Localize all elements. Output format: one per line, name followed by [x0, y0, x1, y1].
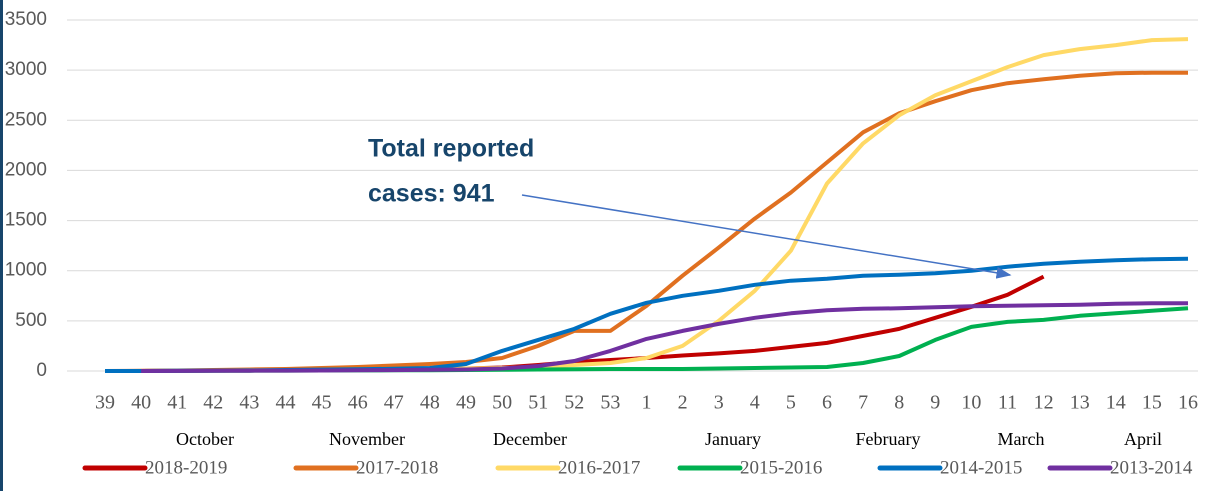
- x-tick-label: 13: [1070, 392, 1090, 414]
- x-tick-label: 1: [642, 392, 652, 414]
- y-tick-label: 3000: [5, 59, 47, 80]
- x-tick-label: 43: [239, 392, 259, 414]
- x-tick-label: 50: [492, 392, 512, 414]
- x-tick-label: 5: [786, 392, 796, 414]
- series-line: [141, 301, 1188, 373]
- x-tick-label: 45: [312, 392, 332, 414]
- x-tick-label: 2: [678, 392, 688, 414]
- frame-edge: [0, 0, 3, 491]
- x-tick-label: 41: [167, 392, 187, 414]
- x-tick-label: 14: [1106, 392, 1126, 414]
- x-tick-label: 44: [276, 392, 296, 414]
- x-tick-label: 10: [961, 392, 981, 414]
- legend-label: 2018-2019: [145, 457, 227, 478]
- x-tick-label: 9: [930, 392, 940, 414]
- legend-label: 2013-2014: [1110, 457, 1193, 478]
- x-tick-label: 51: [528, 392, 548, 414]
- x-tick-label: 6: [822, 392, 832, 414]
- x-tick-label: 16: [1178, 392, 1198, 414]
- x-tick-label: 49: [456, 392, 476, 414]
- legend-label: 2014-2015: [940, 457, 1022, 478]
- annotation: cases: 941: [368, 180, 495, 208]
- annotation-arrow: [521, 194, 1012, 279]
- x-tick-label: 42: [203, 392, 223, 414]
- y-tick-label: 2000: [5, 159, 47, 180]
- y-tick-label: 500: [15, 310, 47, 331]
- y-tick-label: 2500: [5, 109, 47, 130]
- annotation: Total reported: [368, 135, 534, 163]
- x-tick-label: 12: [1034, 392, 1054, 414]
- x-tick-label: 40: [131, 392, 151, 414]
- x-tick-label: 53: [600, 392, 620, 414]
- x-tick-label: 4: [750, 392, 760, 414]
- x-tick-label: 48: [420, 392, 440, 414]
- legend-label: 2017-2018: [356, 457, 438, 478]
- x-tick-label: 47: [384, 392, 404, 414]
- x-tick-label: 39: [95, 392, 115, 414]
- y-tick-label: 1000: [5, 260, 47, 281]
- month-label: February: [856, 429, 921, 449]
- y-tick-label: 3500: [5, 9, 47, 30]
- x-tick-label: 52: [564, 392, 584, 414]
- x-tick-label: 8: [894, 392, 904, 414]
- x-tick-label: 46: [348, 392, 368, 414]
- series-line: [104, 70, 1188, 373]
- month-label: December: [493, 429, 567, 449]
- x-tick-label: 15: [1142, 392, 1162, 414]
- month-label: January: [705, 429, 761, 449]
- x-tick-label: 3: [714, 392, 724, 414]
- x-tick-label: 7: [858, 392, 868, 414]
- legend-label: 2015-2016: [740, 457, 822, 478]
- month-label: March: [998, 429, 1045, 449]
- month-label: November: [329, 429, 405, 449]
- y-tick-label: 1500: [5, 210, 47, 231]
- legend-label: 2016-2017: [558, 457, 640, 478]
- x-tick-label: 11: [998, 392, 1017, 414]
- series-line: [105, 256, 1189, 373]
- month-label: October: [176, 429, 234, 449]
- y-tick-label: 0: [36, 360, 47, 381]
- month-label: April: [1124, 429, 1162, 449]
